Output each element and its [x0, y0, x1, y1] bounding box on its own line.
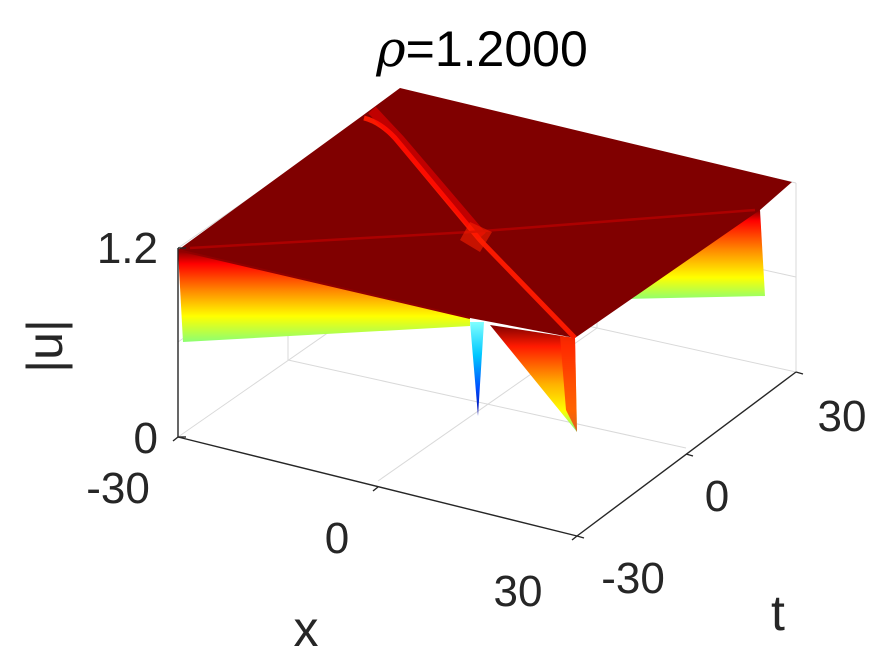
surface-ridge-center-glow — [460, 222, 492, 252]
x-axis-label: x — [294, 601, 319, 656]
surface-front-wedge-shade — [560, 336, 577, 432]
surface-plateau — [178, 88, 792, 338]
surface-front-wedge — [490, 325, 577, 432]
x-tick-label: -30 — [86, 464, 150, 513]
surface-ridge-1-glow — [368, 106, 486, 240]
t-tick-label: -30 — [601, 554, 665, 603]
surface-ridge-3 — [177, 249, 471, 319]
axes — [172, 247, 804, 541]
z-tick-label: 0 — [134, 414, 158, 463]
chart-title: ρ=1.2000 — [375, 20, 588, 78]
z-axis-label: |u| — [17, 319, 73, 373]
title-value: =1.2000 — [406, 21, 588, 77]
t-tick-label: 30 — [818, 392, 867, 441]
surface-left-skirt — [178, 250, 470, 342]
tick-labels: 0 1.2 -30 0 30 -30 0 30 — [86, 224, 866, 616]
x-tick-label: 30 — [494, 567, 543, 616]
t-axis-label: t — [771, 585, 785, 641]
surface-center-dip — [470, 322, 484, 416]
x-tick-label: 0 — [325, 514, 349, 563]
surface — [177, 88, 792, 432]
title-rho: ρ — [375, 20, 406, 78]
z-tick-label: 1.2 — [97, 224, 158, 273]
t-tick-label: 0 — [705, 472, 729, 521]
